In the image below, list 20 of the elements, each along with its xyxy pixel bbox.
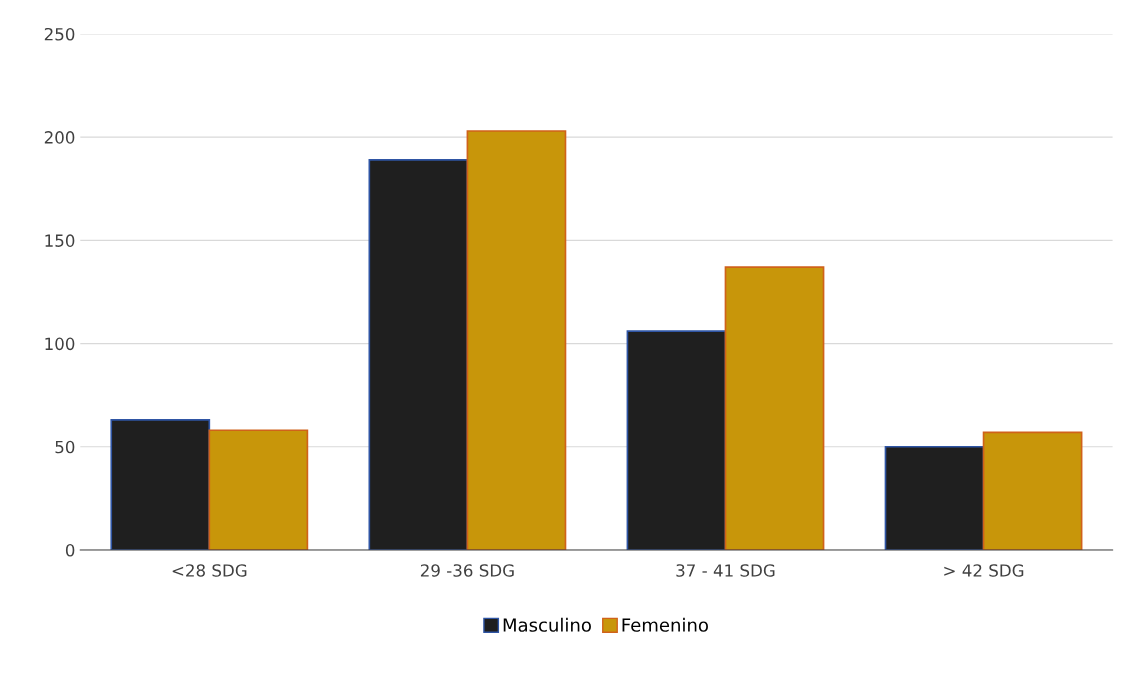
y-tick-label: 0	[65, 543, 75, 557]
y-tick-label: 200	[44, 131, 75, 144]
bar	[884, 445, 985, 550]
bar	[982, 431, 1083, 550]
bar	[110, 419, 211, 550]
legend-label: Masculino	[503, 617, 591, 632]
y-tick-label: 150	[45, 234, 75, 247]
legend-label: Femenino	[622, 617, 708, 632]
y-tick-label: 250	[44, 27, 75, 41]
bar	[466, 130, 567, 550]
bar	[626, 330, 727, 550]
bar	[724, 266, 825, 550]
y-tick-label: 100	[45, 337, 75, 351]
x-tick-label: <28 SDG	[172, 564, 247, 577]
bar	[208, 429, 309, 550]
x-tick-label: 37 - 41 SDG	[676, 564, 775, 577]
bar	[368, 159, 469, 550]
x-tick-label: > 42 SDG	[944, 564, 1024, 577]
x-tick-label: 29 -36 SDG	[420, 564, 514, 577]
y-tick-label: 50	[55, 440, 75, 454]
